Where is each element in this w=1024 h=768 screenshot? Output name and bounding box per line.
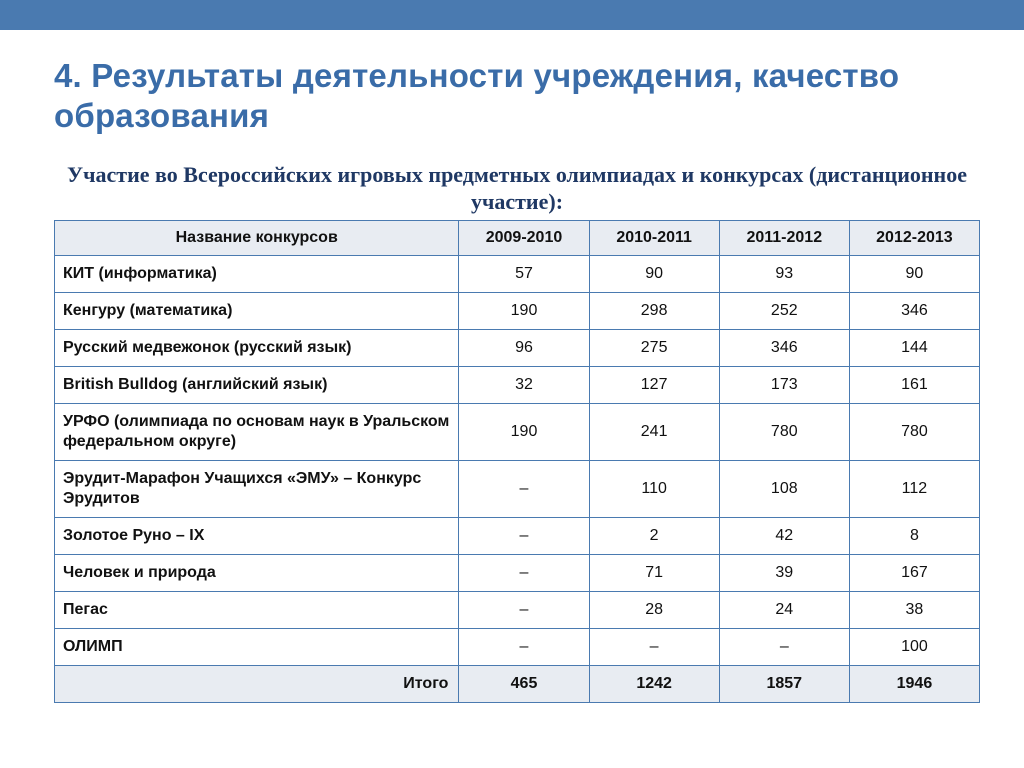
row-val: 780 bbox=[719, 403, 849, 460]
row-val: – bbox=[589, 628, 719, 665]
row-val: 24 bbox=[719, 591, 849, 628]
slide-top-bar bbox=[0, 0, 1024, 30]
row-val: 57 bbox=[459, 255, 589, 292]
table-row: УРФО (олимпиада по основам наук в Уральс… bbox=[55, 403, 980, 460]
table-row: ОЛИМП – – – 100 bbox=[55, 628, 980, 665]
row-val: 100 bbox=[849, 628, 979, 665]
row-name: Пегас bbox=[55, 591, 459, 628]
row-val: – bbox=[459, 628, 589, 665]
row-val: 190 bbox=[459, 403, 589, 460]
row-val: 346 bbox=[719, 329, 849, 366]
olympiad-table: Название конкурсов 2009-2010 2010-2011 2… bbox=[54, 220, 980, 703]
row-name: Золотое Руно – IX bbox=[55, 517, 459, 554]
row-val: – bbox=[459, 554, 589, 591]
col-header-year: 2010-2011 bbox=[589, 220, 719, 255]
row-val: 252 bbox=[719, 292, 849, 329]
row-val: 110 bbox=[589, 460, 719, 517]
table-row: Человек и природа – 71 39 167 bbox=[55, 554, 980, 591]
row-val: 780 bbox=[849, 403, 979, 460]
row-val: 8 bbox=[849, 517, 979, 554]
row-val: 42 bbox=[719, 517, 849, 554]
table-row: Кенгуру (математика) 190 298 252 346 bbox=[55, 292, 980, 329]
row-val: 96 bbox=[459, 329, 589, 366]
row-val: 108 bbox=[719, 460, 849, 517]
row-val: 38 bbox=[849, 591, 979, 628]
row-name: Эрудит-Марафон Учащихся «ЭМУ» – Конкурс … bbox=[55, 460, 459, 517]
col-header-year: 2012-2013 bbox=[849, 220, 979, 255]
col-header-year: 2011-2012 bbox=[719, 220, 849, 255]
row-val: 112 bbox=[849, 460, 979, 517]
slide-content: 4. Результаты деятельности учреждения, к… bbox=[0, 0, 1024, 703]
slide: 4. Результаты деятельности учреждения, к… bbox=[0, 0, 1024, 768]
row-name: ОЛИМП bbox=[55, 628, 459, 665]
row-val: 2 bbox=[589, 517, 719, 554]
row-val: 173 bbox=[719, 366, 849, 403]
row-val: – bbox=[459, 460, 589, 517]
row-name: British Bulldog (английский язык) bbox=[55, 366, 459, 403]
subtitle: Участие во Всероссийских игровых предмет… bbox=[54, 161, 980, 216]
table-row: Эрудит-Марафон Учащихся «ЭМУ» – Конкурс … bbox=[55, 460, 980, 517]
table-row: КИТ (информатика) 57 90 93 90 bbox=[55, 255, 980, 292]
total-val: 1946 bbox=[849, 665, 979, 702]
row-val: – bbox=[719, 628, 849, 665]
table-row: Пегас – 28 24 38 bbox=[55, 591, 980, 628]
col-header-year: 2009-2010 bbox=[459, 220, 589, 255]
row-val: 144 bbox=[849, 329, 979, 366]
row-name: УРФО (олимпиада по основам наук в Уральс… bbox=[55, 403, 459, 460]
row-val: 90 bbox=[589, 255, 719, 292]
row-val: 275 bbox=[589, 329, 719, 366]
col-header-name: Название конкурсов bbox=[55, 220, 459, 255]
total-val: 465 bbox=[459, 665, 589, 702]
row-name: КИТ (информатика) bbox=[55, 255, 459, 292]
row-val: 28 bbox=[589, 591, 719, 628]
row-val: 71 bbox=[589, 554, 719, 591]
row-val: 93 bbox=[719, 255, 849, 292]
row-val: 190 bbox=[459, 292, 589, 329]
row-val: 39 bbox=[719, 554, 849, 591]
row-val: – bbox=[459, 517, 589, 554]
row-val: – bbox=[459, 591, 589, 628]
total-val: 1242 bbox=[589, 665, 719, 702]
row-val: 32 bbox=[459, 366, 589, 403]
table-row: Русский медвежонок (русский язык) 96 275… bbox=[55, 329, 980, 366]
row-name: Русский медвежонок (русский язык) bbox=[55, 329, 459, 366]
row-name: Кенгуру (математика) bbox=[55, 292, 459, 329]
row-val: 161 bbox=[849, 366, 979, 403]
table-total-row: Итого 465 1242 1857 1946 bbox=[55, 665, 980, 702]
total-val: 1857 bbox=[719, 665, 849, 702]
row-name: Человек и природа bbox=[55, 554, 459, 591]
row-val: 298 bbox=[589, 292, 719, 329]
row-val: 167 bbox=[849, 554, 979, 591]
page-title: 4. Результаты деятельности учреждения, к… bbox=[54, 56, 980, 137]
table-row: Золотое Руно – IX – 2 42 8 bbox=[55, 517, 980, 554]
table-header-row: Название конкурсов 2009-2010 2010-2011 2… bbox=[55, 220, 980, 255]
row-val: 346 bbox=[849, 292, 979, 329]
table-row: British Bulldog (английский язык) 32 127… bbox=[55, 366, 980, 403]
row-val: 241 bbox=[589, 403, 719, 460]
row-val: 90 bbox=[849, 255, 979, 292]
total-label: Итого bbox=[55, 665, 459, 702]
row-val: 127 bbox=[589, 366, 719, 403]
